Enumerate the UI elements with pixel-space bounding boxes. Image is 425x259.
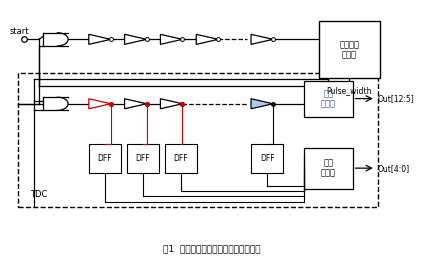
Text: 精确
编码器: 精确 编码器	[321, 159, 336, 178]
FancyBboxPatch shape	[304, 148, 353, 189]
Text: DFF: DFF	[173, 154, 188, 163]
Polygon shape	[160, 34, 182, 44]
Text: DFF: DFF	[260, 154, 275, 163]
Text: TDC: TDC	[30, 190, 48, 199]
FancyBboxPatch shape	[252, 144, 283, 173]
Text: Out[4:0]: Out[4:0]	[378, 164, 410, 173]
Text: 脉冲宽度
产生器: 脉冲宽度 产生器	[340, 40, 360, 59]
Polygon shape	[125, 34, 147, 44]
Text: 粗略
计数器: 粗略 计数器	[321, 89, 336, 108]
Polygon shape	[251, 99, 273, 109]
Text: DFF: DFF	[98, 154, 112, 163]
Text: start: start	[9, 27, 28, 36]
Text: 图1  基于单环的时域温度传感器原理图: 图1 基于单环的时域温度传感器原理图	[163, 244, 260, 253]
FancyBboxPatch shape	[304, 81, 353, 117]
Polygon shape	[160, 99, 182, 109]
Polygon shape	[89, 99, 111, 109]
FancyBboxPatch shape	[89, 144, 121, 173]
Text: Out[12:5]: Out[12:5]	[378, 94, 415, 103]
FancyBboxPatch shape	[165, 144, 197, 173]
Polygon shape	[89, 34, 111, 44]
FancyBboxPatch shape	[319, 21, 380, 78]
Polygon shape	[196, 34, 218, 44]
Polygon shape	[125, 99, 147, 109]
Text: Pulse_width: Pulse_width	[327, 86, 372, 95]
Text: DFF: DFF	[136, 154, 150, 163]
Polygon shape	[251, 34, 273, 44]
FancyBboxPatch shape	[127, 144, 159, 173]
